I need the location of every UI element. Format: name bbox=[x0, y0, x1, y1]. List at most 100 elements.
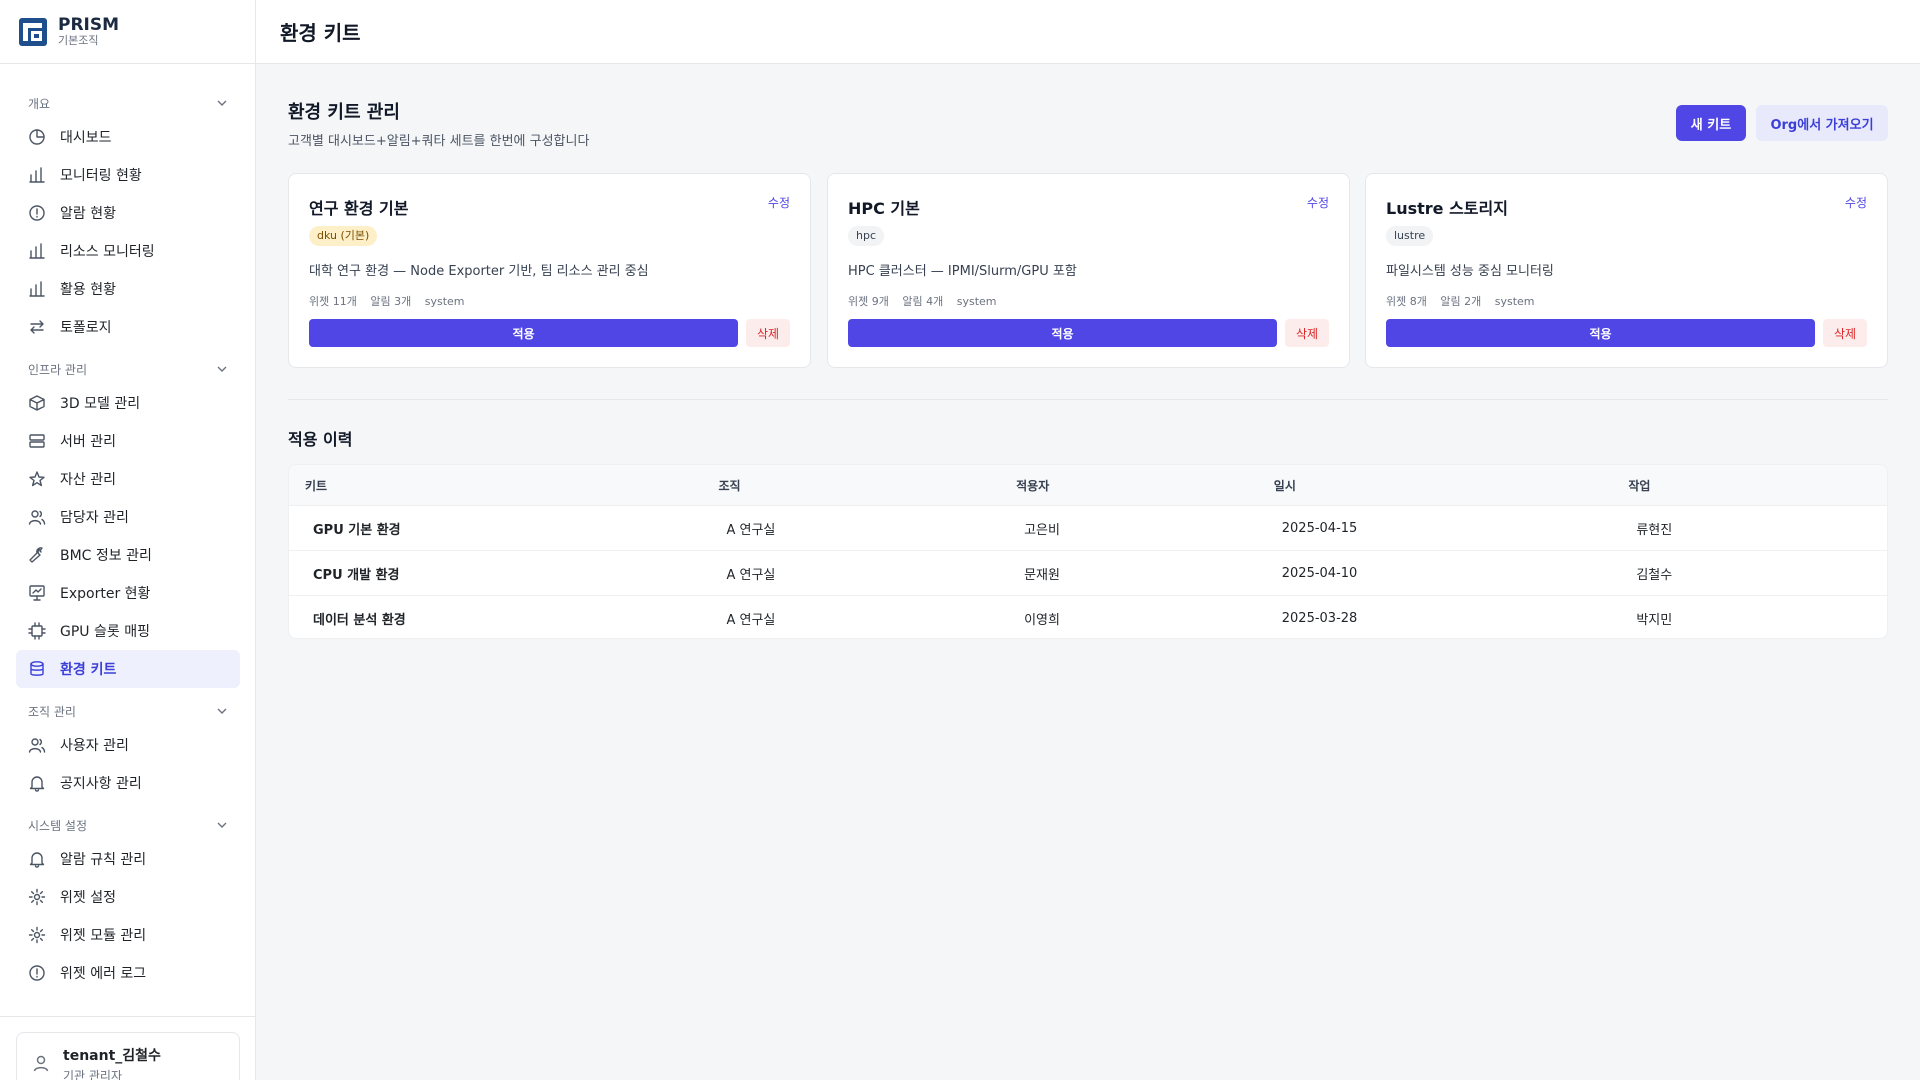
nav-group-header[interactable]: 시스템 설정 bbox=[16, 810, 240, 840]
section-divider bbox=[288, 399, 1888, 400]
kit-apply-button[interactable]: 적용 bbox=[1386, 319, 1815, 347]
sidebar-item-label: 위젯 에러 로그 bbox=[60, 966, 147, 982]
kit-card: Lustre 스토리지 수정 lustre 파일시스템 성능 중심 모니터링 위… bbox=[1365, 173, 1888, 368]
sidebar-item[interactable]: 활용 현황 bbox=[16, 270, 240, 308]
arrows-icon bbox=[30, 320, 44, 334]
sidebar-item[interactable]: 담당자 관리 bbox=[16, 498, 240, 536]
kit-alarm-count: 알림 3개 bbox=[370, 295, 412, 308]
sidebar-item[interactable]: 위젯 모듈 관리 bbox=[16, 916, 240, 954]
sidebar-item[interactable]: 리소스 모니터링 bbox=[16, 232, 240, 270]
col-datetime: 일시 bbox=[1273, 478, 1296, 493]
sidebar-item[interactable]: 위젯 설정 bbox=[16, 878, 240, 916]
kit-apply-button[interactable]: 적용 bbox=[848, 319, 1277, 347]
chevron-down-icon bbox=[217, 100, 227, 106]
chevron-down-icon bbox=[217, 822, 227, 828]
sidebar-item-label: BMC 정보 관리 bbox=[60, 548, 152, 564]
main-content: 환경 키트 관리 고객별 대시보드+알림+쿼타 세트를 한번에 구성합니다 새 … bbox=[288, 64, 1888, 639]
nav-group-header[interactable]: 인프라 관리 bbox=[16, 354, 240, 384]
page-header: 환경 키트 관리 고객별 대시보드+알림+쿼타 세트를 한번에 구성합니다 새 … bbox=[288, 64, 1888, 154]
history-title: 적용 이력 bbox=[288, 430, 353, 449]
kit-delete-button[interactable]: 삭제 bbox=[1285, 319, 1329, 347]
table-row[interactable]: 데이터 분석 환경 A 연구실 이영희 2025-03-28 박지민 bbox=[289, 595, 1887, 638]
sidebar-item[interactable]: 공지사항 관리 bbox=[16, 764, 240, 802]
sidebar-item[interactable]: BMC 정보 관리 bbox=[16, 536, 240, 574]
kit-actions: 적용 삭제 bbox=[309, 319, 790, 347]
sidebar-item[interactable]: 모니터링 현황 bbox=[16, 156, 240, 194]
sidebar-item[interactable]: 알람 현황 bbox=[16, 194, 240, 232]
table-row[interactable]: CPU 개발 환경 A 연구실 문재원 2025-04-10 김철수 bbox=[289, 550, 1887, 595]
nav-spacer bbox=[16, 802, 240, 810]
page-title: 환경 키트 관리 bbox=[288, 102, 400, 123]
table-row[interactable]: GPU 기본 환경 A 연구실 고은비 2025-04-15 류현진 bbox=[289, 505, 1887, 550]
alert-circle-icon bbox=[29, 205, 45, 221]
kit-apply-button[interactable]: 적용 bbox=[309, 319, 738, 347]
nav-spacer bbox=[16, 346, 240, 354]
brand-org: 기본조직 bbox=[58, 34, 99, 47]
chevron-down-icon bbox=[217, 708, 227, 714]
sidebar-item-label: 담당자 관리 bbox=[60, 510, 129, 526]
sidebar-item-label: 환경 키트 bbox=[60, 662, 117, 678]
kit-delete-button[interactable]: 삭제 bbox=[746, 319, 790, 347]
pie-chart-icon bbox=[29, 129, 45, 145]
kit-card-title: HPC 기본 bbox=[848, 199, 920, 218]
import-from-org-button[interactable]: Org에서 가져오기 bbox=[1756, 105, 1888, 141]
kit-card-title: 연구 환경 기본 bbox=[309, 199, 409, 218]
user-icon bbox=[33, 1055, 49, 1072]
kit-card-title: Lustre 스토리지 bbox=[1386, 199, 1508, 218]
new-kit-button[interactable]: 새 키트 bbox=[1676, 105, 1746, 141]
star-icon bbox=[29, 471, 45, 487]
kit-owner: system bbox=[956, 295, 997, 308]
sidebar-item-label: 위젯 모듈 관리 bbox=[60, 928, 147, 944]
nav-group-label: 조직 관리 bbox=[28, 704, 76, 719]
sidebar-item[interactable]: 알람 규칙 관리 bbox=[16, 840, 240, 878]
sidebar-item[interactable]: 자산 관리 bbox=[16, 460, 240, 498]
gear-icon bbox=[28, 888, 46, 906]
database-icon bbox=[30, 661, 44, 676]
kit-card: 연구 환경 기본 수정 dku (기본) 대학 연구 환경 — Node Exp… bbox=[288, 173, 811, 368]
sidebar-item[interactable]: 토폴로지 bbox=[16, 308, 240, 346]
user-card[interactable]: tenant_김철수 기관 관리자 bbox=[16, 1032, 240, 1080]
kit-meta: 위젯 8개 알림 2개 system bbox=[1386, 293, 1867, 309]
nav-group-header[interactable]: 조직 관리 bbox=[16, 696, 240, 726]
kit-meta: 위젯 9개 알림 4개 system bbox=[848, 293, 1329, 309]
cell-action: 김철수 bbox=[1636, 567, 1673, 583]
kit-description: 파일시스템 성능 중심 모니터링 bbox=[1386, 264, 1554, 279]
sidebar-item[interactable]: 서버 관리 bbox=[16, 422, 240, 460]
nav-group-header[interactable]: 개요 bbox=[16, 88, 240, 118]
user-name: tenant_김철수 bbox=[63, 1048, 161, 1064]
sidebar-item-label: 모니터링 현황 bbox=[60, 168, 142, 184]
page-subtitle: 고객별 대시보드+알림+쿼타 세트를 한번에 구성합니다 bbox=[288, 134, 590, 149]
kit-widget-count: 위젯 9개 bbox=[848, 295, 889, 308]
bell-icon bbox=[29, 852, 45, 868]
kit-edit-link[interactable]: 수정 bbox=[1844, 196, 1867, 210]
kit-meta: 위젯 11개 알림 3개 system bbox=[309, 293, 790, 309]
kit-delete-button[interactable]: 삭제 bbox=[1823, 319, 1867, 347]
sidebar-item-label: 알람 현황 bbox=[60, 206, 116, 222]
sidebar-item[interactable]: 위젯 에러 로그 bbox=[16, 954, 240, 992]
kit-edit-link[interactable]: 수정 bbox=[1306, 196, 1329, 210]
sidebar-item[interactable]: GPU 슬롯 매핑 bbox=[16, 612, 240, 650]
history-table: 키트 조직 적용자 일시 작업 GPU 기본 환경 A 연구실 고은비 2025… bbox=[288, 464, 1888, 639]
kit-actions: 적용 삭제 bbox=[848, 319, 1329, 347]
chevron-down-icon bbox=[217, 366, 227, 372]
kit-edit-link[interactable]: 수정 bbox=[767, 196, 790, 210]
cell-datetime: 2025-04-15 bbox=[1281, 520, 1358, 536]
user-role: 기관 관리자 bbox=[63, 1069, 123, 1080]
kit-tag: lustre bbox=[1386, 226, 1434, 246]
cell-org: A 연구실 bbox=[726, 567, 776, 583]
sidebar-item-label: 자산 관리 bbox=[60, 472, 116, 488]
sidebar-item-label: 활용 현황 bbox=[60, 282, 116, 298]
cell-datetime: 2025-03-28 bbox=[1281, 610, 1358, 626]
sidebar-item[interactable]: 3D 모델 관리 bbox=[16, 384, 240, 422]
cell-applier: 문재원 bbox=[1024, 567, 1060, 583]
brand[interactable]: PRISM 기본조직 bbox=[0, 0, 255, 64]
sidebar-item[interactable]: 환경 키트 bbox=[16, 650, 240, 688]
kit-cards: 연구 환경 기본 수정 dku (기본) 대학 연구 환경 — Node Exp… bbox=[288, 173, 1888, 368]
col-org: 조직 bbox=[718, 478, 741, 493]
sidebar-item[interactable]: 대시보드 bbox=[16, 118, 240, 156]
cell-applier: 이영희 bbox=[1024, 612, 1060, 628]
sidebar-item[interactable]: Exporter 현황 bbox=[16, 574, 240, 612]
sidebar-item[interactable]: 사용자 관리 bbox=[16, 726, 240, 764]
